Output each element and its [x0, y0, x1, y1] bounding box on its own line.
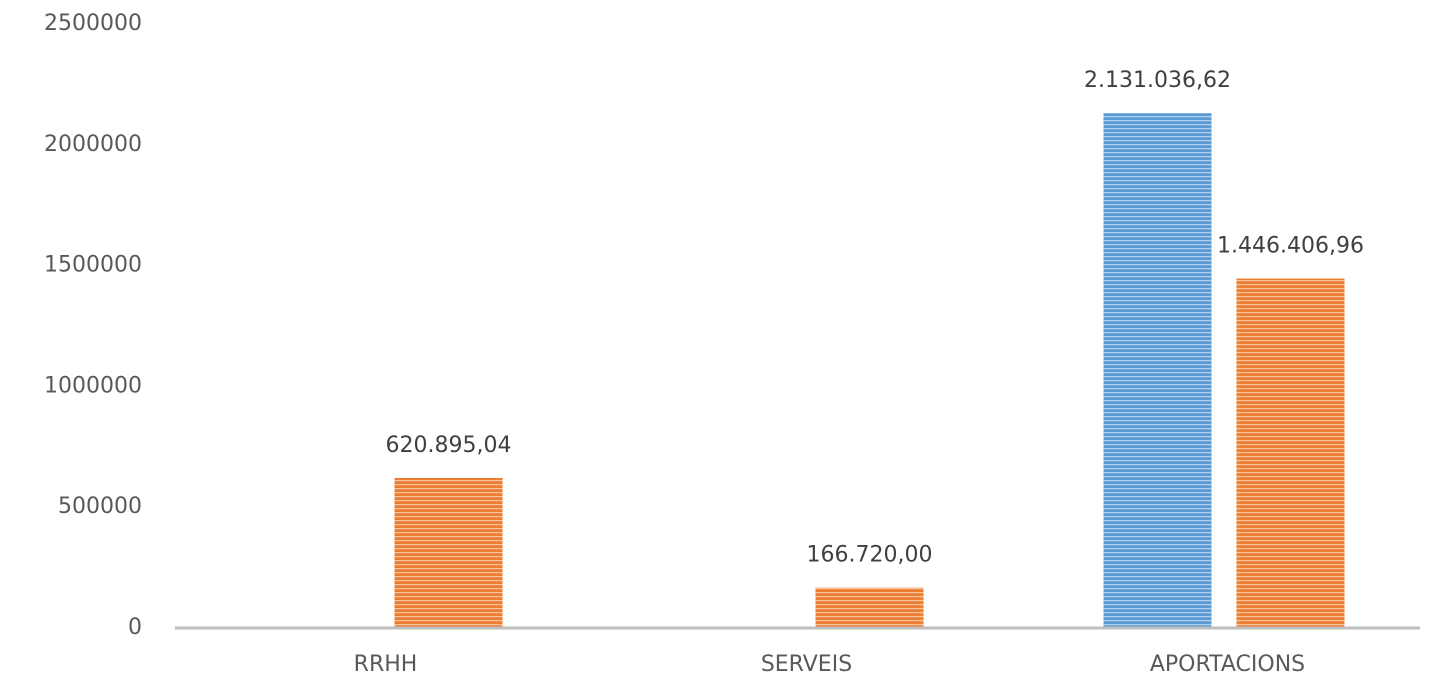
data-label: 166.720,00 — [807, 543, 933, 568]
y-tick-label: 500000 — [58, 494, 142, 519]
bar — [394, 477, 503, 628]
x-tick-label: APORTACIONS — [1150, 652, 1305, 677]
y-tick-label: 1500000 — [44, 253, 142, 278]
data-label: 2.131.036,62 — [1084, 68, 1231, 93]
y-tick-label: 0 — [128, 615, 142, 640]
x-tick-label: RRHH — [354, 652, 418, 677]
bar — [815, 587, 924, 628]
data-label: 1.446.406,96 — [1217, 234, 1364, 259]
bar — [1103, 113, 1212, 629]
bar — [1236, 278, 1345, 628]
x-tick-label: SERVEIS — [761, 652, 852, 677]
y-tick-label: 2500000 — [44, 11, 142, 36]
data-label: 620.895,04 — [386, 433, 512, 458]
y-tick-label: 2000000 — [44, 132, 142, 157]
y-tick-label: 1000000 — [44, 373, 142, 398]
